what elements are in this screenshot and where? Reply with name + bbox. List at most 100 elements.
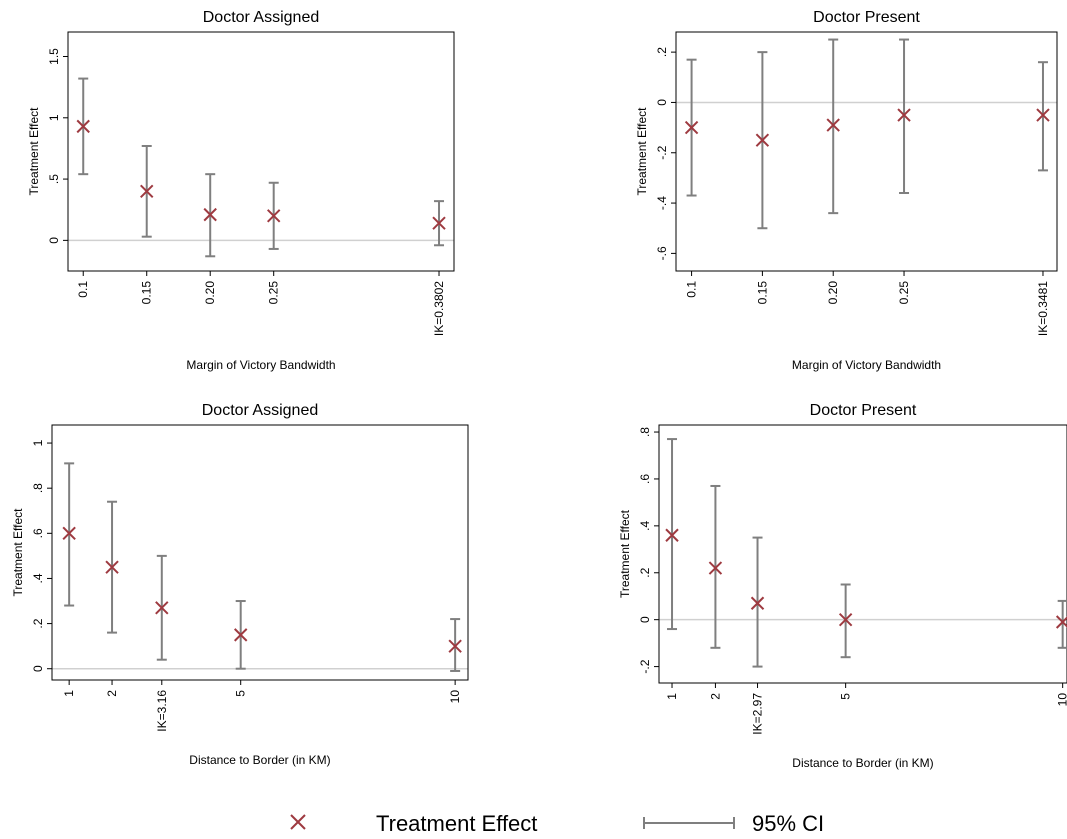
x-tick-label: 0.20: [203, 281, 217, 305]
x-tick-label: 2: [105, 690, 119, 697]
point-estimate: [76, 119, 90, 134]
x-tick-label: 0.1: [685, 281, 699, 298]
point-marker-stroke: [140, 184, 154, 199]
y-tick-label: .2: [655, 47, 669, 57]
x-tick-label: 5: [234, 690, 248, 697]
y-tick-label: 0: [31, 665, 45, 672]
y-tick-label: -.6: [655, 246, 669, 260]
y-tick-label: 1.5: [47, 48, 61, 65]
y-tick-label: .4: [31, 573, 45, 583]
chart-panel-2: Doctor Present -.6 -.4 -.2 0 .2 Treatment Effe…: [635, 9, 1058, 372]
point-marker-stroke: [897, 108, 911, 122]
y-tick-label: .4: [638, 521, 652, 531]
legend-point-marker: [290, 814, 306, 830]
point-marker-stroke: [838, 612, 853, 627]
y-axis-label: Treatment Effect: [635, 107, 649, 196]
y-tick-label: .6: [31, 528, 45, 538]
point-marker-stroke: [203, 207, 217, 222]
point-estimate: [897, 108, 911, 122]
y-tick-label: -.4: [655, 196, 669, 210]
point-marker-stroke: [76, 119, 90, 134]
point-estimate: [266, 209, 281, 223]
chart-title: Doctor Present: [810, 402, 917, 419]
x-tick-label: 10: [1056, 693, 1067, 707]
chart-title: Doctor Assigned: [203, 9, 320, 26]
x-tick-label: 10: [448, 690, 462, 704]
y-axis-label: Treatment Effect: [27, 107, 41, 196]
y-tick-label: .5: [47, 174, 61, 184]
point-marker-stroke: [432, 216, 446, 230]
x-tick-label: 2: [708, 693, 722, 700]
plot-frame: [51, 424, 469, 681]
point-marker-stroke: [826, 118, 840, 132]
point-marker-stroke: [1036, 108, 1050, 122]
point-estimate: [750, 596, 765, 610]
y-tick-label: .8: [31, 483, 45, 493]
point-estimate: [233, 628, 248, 642]
point-marker-stroke: [233, 628, 248, 642]
chart-panels: Doctor Assigned 0 .5 1 1.5 Treatment Effect 0.…: [11, 9, 1067, 770]
point-marker-stroke: [155, 601, 169, 615]
x-tick-label: 1: [62, 690, 76, 697]
y-tick-label: 0: [47, 237, 61, 244]
x-tick-label: 5: [839, 693, 853, 700]
y-tick-label: 1: [47, 114, 61, 121]
point-estimate: [140, 184, 154, 199]
y-tick-label: 1: [31, 439, 45, 446]
y-tick-label: 0: [655, 99, 669, 106]
x-tick-label: 0.25: [267, 281, 281, 305]
point-estimate: [665, 528, 679, 542]
x-axis-label: Margin of Victory Bandwidth: [186, 358, 335, 372]
y-axis-label: Treatment Effect: [11, 508, 25, 597]
x-tick-label: 0.25: [897, 281, 911, 305]
point-estimate: [708, 561, 723, 575]
y-tick-label: -.2: [655, 145, 669, 159]
point-marker-stroke: [665, 528, 679, 542]
y-tick-label: .6: [638, 474, 652, 484]
legend: Treatment Effect 95% CI: [290, 811, 824, 836]
legend-ci-label: 95% CI: [752, 811, 824, 836]
point-estimate: [826, 118, 840, 132]
x-tick-label: 0.1: [76, 281, 90, 298]
x-tick-label: 0.20: [826, 281, 840, 305]
y-tick-label: .8: [638, 427, 652, 437]
x-tick-label: IK=0.3481: [1036, 281, 1050, 336]
y-tick-label: .2: [638, 567, 652, 577]
legend-point-label: Treatment Effect: [376, 811, 537, 836]
x-tick-label: 0.15: [140, 281, 154, 305]
x-axis-label: Distance to Border (in KM): [189, 753, 330, 767]
y-tick-label: .2: [31, 618, 45, 628]
point-estimate: [684, 120, 699, 135]
point-marker-stroke: [684, 120, 699, 135]
x-axis-label: Margin of Victory Bandwidth: [792, 358, 941, 372]
chart-panel-1: Doctor Assigned 0 .5 1 1.5 Treatment Effect 0.…: [27, 9, 455, 372]
y-axis-label: Treatment Effect: [618, 509, 632, 598]
plot-frame: [675, 31, 1058, 272]
point-marker-stroke: [708, 561, 723, 575]
plot-frame: [658, 424, 1067, 684]
plot-frame: [67, 31, 455, 272]
y-tick-label: -.2: [638, 659, 652, 673]
legend-ci-marker: [643, 817, 735, 829]
point-marker-stroke: [755, 133, 770, 147]
x-axis-label: Distance to Border (in KM): [792, 756, 933, 770]
point-estimate: [155, 601, 169, 615]
point-estimate: [1036, 108, 1050, 122]
x-tick-label: IK=0.3802: [432, 281, 446, 336]
x-tick-label: 0.15: [755, 281, 769, 305]
x-tick-label: 1: [665, 693, 679, 700]
point-marker-stroke: [750, 596, 765, 610]
x-tick-label: IK=2.97: [751, 693, 765, 735]
chart-panel-3: Doctor Assigned 0 .2 .4 .6 .8 1 Treatment Effec…: [11, 402, 469, 767]
x-tick-label: IK=3.16: [155, 690, 169, 732]
point-estimate: [105, 560, 119, 574]
point-estimate: [755, 133, 770, 147]
point-estimate: [203, 207, 217, 222]
point-estimate: [62, 526, 76, 541]
point-marker-stroke: [105, 560, 119, 574]
y-tick-label: 0: [638, 616, 652, 623]
point-marker-stroke: [62, 526, 76, 541]
point-marker-stroke: [266, 209, 281, 223]
chart-title: Doctor Assigned: [202, 402, 319, 419]
